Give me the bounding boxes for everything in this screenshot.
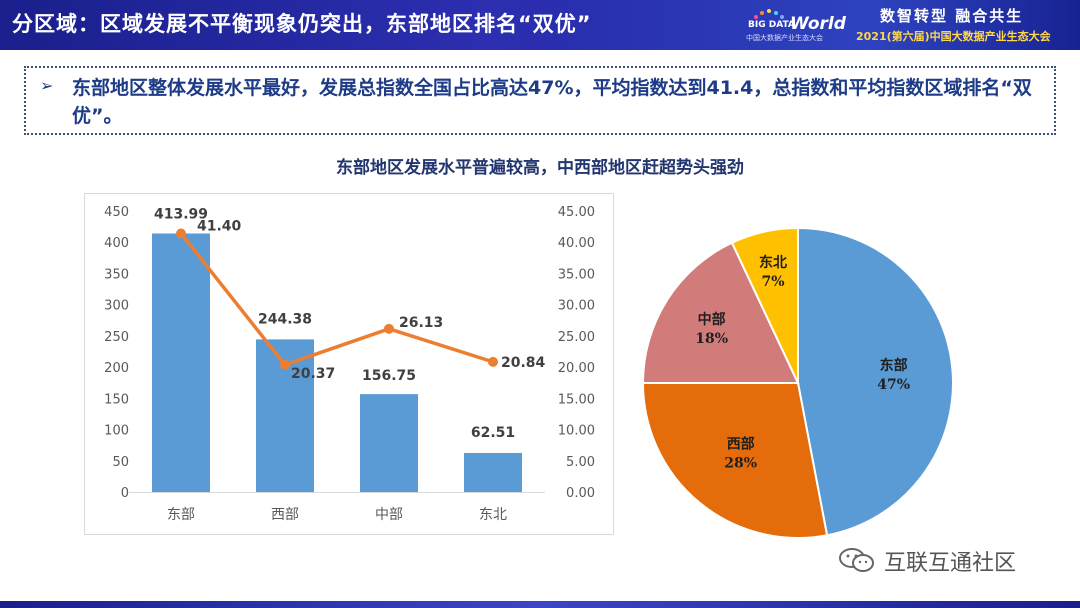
line-data-label: 26.13 <box>399 315 443 331</box>
logo-line2: World <box>790 14 846 34</box>
y-right-tick-label: 20.00 <box>558 361 595 376</box>
pie-slice <box>797 226 955 537</box>
pie-chart: 东部 47% 西部 28% 中部 18% 东北 7% <box>641 226 955 539</box>
bar-data-label: 62.51 <box>471 425 515 441</box>
logo-line1: BIG DATA <box>748 20 795 30</box>
line-data-label: 20.84 <box>501 355 546 371</box>
y-right-tick-label: 40.00 <box>558 236 595 251</box>
pie-category-label: 西部 <box>727 435 755 452</box>
bar-data-label: 156.75 <box>362 368 416 384</box>
page-title: 分区域：区域发展不平衡现象仍突出，东部地区排名“双优” <box>12 12 592 36</box>
line-point <box>384 323 394 334</box>
y-left-tick-label: 0 <box>121 486 129 501</box>
chart-title: 东部地区发展水平普遍较高，中西部地区赶超势头强劲 <box>336 158 744 178</box>
header-banner: 分区域：区域发展不平衡现象仍突出，东部地区排名“双优” BIG DATA Wor… <box>0 0 1080 50</box>
pie-percent-label: 18% <box>695 331 728 347</box>
line-data-label: 41.40 <box>197 218 242 234</box>
y-left-tick-label: 50 <box>112 455 129 470</box>
watermark-text: 互联互通社区 <box>884 551 1017 576</box>
big-data-world-logo: BIG DATA World 中国大数据产业生态大会 <box>746 8 846 44</box>
summary-box: ➢ 东部地区整体发展水平最好，发展总指数全国占比高达47%，平均指数达到41.4… <box>24 66 1056 135</box>
y-right-tick-label: 10.00 <box>558 424 595 439</box>
bar <box>360 394 418 492</box>
arrow-bullet-icon: ➢ <box>40 76 54 95</box>
line-point <box>176 228 186 239</box>
logo-dots-icon <box>754 9 784 19</box>
summary-text: 东部地区整体发展水平最好，发展总指数全国占比高达47%，平均指数达到41.4，总… <box>72 77 1032 127</box>
pie-category-label: 东部 <box>880 357 908 374</box>
y-left-tick-label: 200 <box>104 361 129 376</box>
bar-line-chart: 0 50 100 150 200 250 300 350 400 450 0.00 5.00 10.00… <box>84 193 614 535</box>
y-left-tick-label: 450 <box>104 205 129 220</box>
header-band <box>560 0 1080 50</box>
pie-percent-label: 47% <box>877 377 910 393</box>
bar <box>152 233 210 492</box>
line-data-label: 20.37 <box>291 366 335 382</box>
x-tick-label: 东部 <box>167 507 195 523</box>
y-right-tick-label: 15.00 <box>558 392 595 407</box>
conference-name: 2021(第六届)中国大数据产业生态大会 <box>856 30 1051 43</box>
y-left-tick-label: 150 <box>104 392 129 407</box>
pie-slice <box>641 382 829 539</box>
x-tick-label: 东北 <box>479 507 507 523</box>
bar-data-label: 244.38 <box>258 311 312 327</box>
y-right-tick-label: 25.00 <box>558 330 595 345</box>
pie-percent-label: 7% <box>761 274 784 290</box>
y-left-tick-label: 300 <box>104 299 129 314</box>
wechat-icon <box>839 548 874 572</box>
pie-percent-label: 28% <box>724 455 757 471</box>
bar <box>464 452 522 492</box>
y-left-tick-label: 400 <box>104 236 129 251</box>
y-right-tick-label: 30.00 <box>558 299 595 314</box>
x-tick-label: 西部 <box>271 507 299 523</box>
y-right-tick-label: 45.00 <box>558 205 595 220</box>
y-left-tick-label: 250 <box>104 330 129 345</box>
logo-subtitle: 中国大数据产业生态大会 <box>746 34 823 42</box>
y-left-tick-label: 350 <box>104 267 129 282</box>
line-series <box>179 232 494 367</box>
bar-data-label: 413.99 <box>154 206 208 222</box>
x-tick-label: 中部 <box>375 507 403 523</box>
pie-category-label: 东北 <box>759 254 787 271</box>
pie-category-label: 中部 <box>698 311 726 328</box>
line-point <box>280 359 290 370</box>
y-right-tick-label: 0.00 <box>566 486 595 501</box>
y-right-tick-label: 5.00 <box>566 455 595 470</box>
slogan: 数智转型 融合共生 <box>880 7 1024 25</box>
y-left-tick-label: 100 <box>104 424 129 439</box>
line-point <box>488 356 498 367</box>
pie-slice <box>641 241 800 384</box>
pie-slice <box>730 226 799 384</box>
y-right-tick-label: 35.00 <box>558 267 595 282</box>
bottom-strip <box>0 601 1080 608</box>
